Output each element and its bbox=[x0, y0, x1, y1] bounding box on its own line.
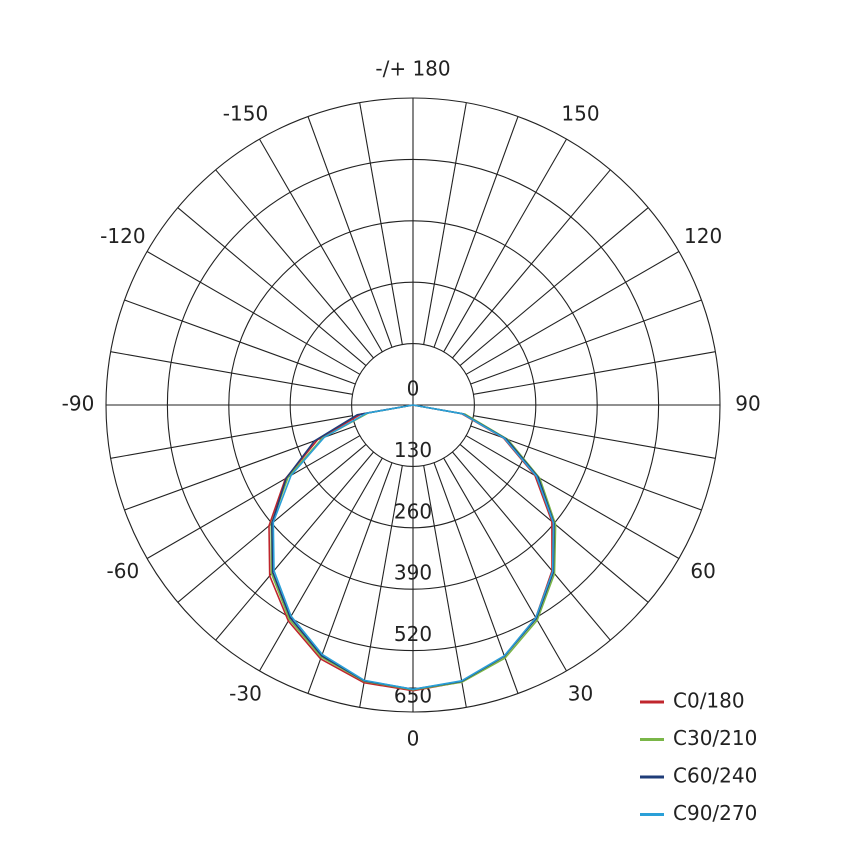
grid-spoke bbox=[307, 116, 393, 348]
grid-spoke bbox=[443, 138, 567, 353]
grid-spoke bbox=[146, 435, 361, 559]
grid-spoke bbox=[146, 251, 361, 375]
grid-spoke bbox=[423, 465, 467, 708]
grid-spoke bbox=[473, 415, 716, 459]
grid-spoke bbox=[259, 457, 383, 672]
angle-tick-label: 60 bbox=[690, 559, 715, 583]
angle-tick-label: -60 bbox=[107, 559, 140, 583]
intensity-curve bbox=[272, 404, 555, 691]
angle-tick-label: 0 bbox=[407, 727, 420, 751]
angle-tick-label: -30 bbox=[229, 682, 262, 706]
angle-tick-label: -150 bbox=[223, 101, 268, 125]
legend-label: C90/270 bbox=[673, 801, 757, 825]
grid-spoke bbox=[452, 451, 611, 641]
grid-spoke bbox=[110, 415, 353, 459]
grid-spoke bbox=[423, 102, 467, 345]
grid-spoke bbox=[177, 207, 367, 366]
r-tick-label: 390 bbox=[394, 561, 432, 585]
grid-spoke bbox=[124, 299, 356, 385]
legend-label: C30/210 bbox=[673, 726, 757, 750]
r-tick-label: 260 bbox=[394, 499, 432, 523]
angle-tick-label: -/+ 180 bbox=[375, 57, 450, 81]
angle-tick-label: 150 bbox=[561, 101, 599, 125]
angle-tick-label: 30 bbox=[568, 682, 593, 706]
grid-spoke bbox=[459, 207, 649, 366]
grid-spoke bbox=[443, 457, 567, 672]
grid-spoke bbox=[259, 138, 383, 353]
grid-spoke bbox=[470, 299, 702, 385]
r-tick-label: 520 bbox=[394, 622, 432, 646]
grid-spoke bbox=[359, 465, 403, 708]
grid-spoke bbox=[110, 351, 353, 395]
grid-spoke bbox=[215, 451, 374, 641]
legend-label: C60/240 bbox=[673, 764, 757, 788]
grid-spoke bbox=[465, 435, 680, 559]
grid-spoke bbox=[433, 462, 519, 694]
grid-spoke bbox=[452, 169, 611, 359]
grid-spoke bbox=[465, 251, 680, 375]
grid-spoke bbox=[433, 116, 519, 348]
angle-tick-label: 90 bbox=[735, 392, 760, 416]
grid-spoke bbox=[473, 351, 716, 395]
legend-label: C0/180 bbox=[673, 689, 745, 713]
angle-tick-label: -120 bbox=[100, 224, 145, 248]
grid-spoke bbox=[359, 102, 403, 345]
grid-spoke bbox=[215, 169, 374, 359]
r-tick-label: 0 bbox=[407, 377, 420, 401]
r-tick-label: 130 bbox=[394, 438, 432, 462]
angle-tick-label: -90 bbox=[62, 392, 95, 416]
angle-tick-label: 120 bbox=[684, 224, 722, 248]
